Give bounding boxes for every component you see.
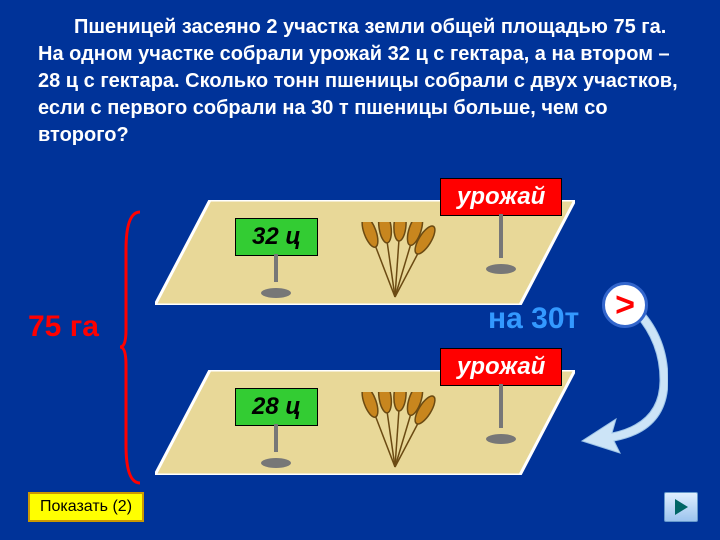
- field-1-yield-label: 32 ц: [235, 218, 318, 256]
- sign-post: [499, 214, 503, 258]
- sign-post: [274, 254, 278, 282]
- difference-label: на 30т: [488, 302, 579, 336]
- sign-base: [486, 434, 516, 444]
- field-1-yield-sign: 32 ц: [235, 218, 318, 256]
- field-2-yield-sign: 28 ц: [235, 388, 318, 426]
- total-bracket: [120, 210, 142, 485]
- field-2-harvest-label: урожай: [440, 348, 562, 386]
- greater-than-symbol: >: [615, 286, 635, 325]
- field-2: 28 ц урожай: [155, 370, 575, 475]
- field-2-harvest-sign: урожай: [440, 348, 562, 386]
- field-2-yield-label: 28 ц: [235, 388, 318, 426]
- wheat-icon: [350, 392, 440, 470]
- play-icon: [673, 498, 689, 516]
- total-area-label: 75 га: [28, 310, 99, 344]
- sign-post: [499, 384, 503, 428]
- field-1-harvest-sign: урожай: [440, 178, 562, 216]
- sign-post: [274, 424, 278, 452]
- show-button[interactable]: Показать (2): [28, 492, 144, 522]
- sign-base: [486, 264, 516, 274]
- next-button[interactable]: [664, 492, 698, 522]
- field-1: 32 ц урожай: [155, 200, 575, 305]
- sign-base: [261, 458, 291, 468]
- wheat-icon: [350, 222, 440, 300]
- greater-than-badge: >: [602, 282, 648, 328]
- sign-base: [261, 288, 291, 298]
- problem-text: Пшеницей засеяно 2 участка земли общей п…: [38, 14, 682, 149]
- field-1-harvest-label: урожай: [440, 178, 562, 216]
